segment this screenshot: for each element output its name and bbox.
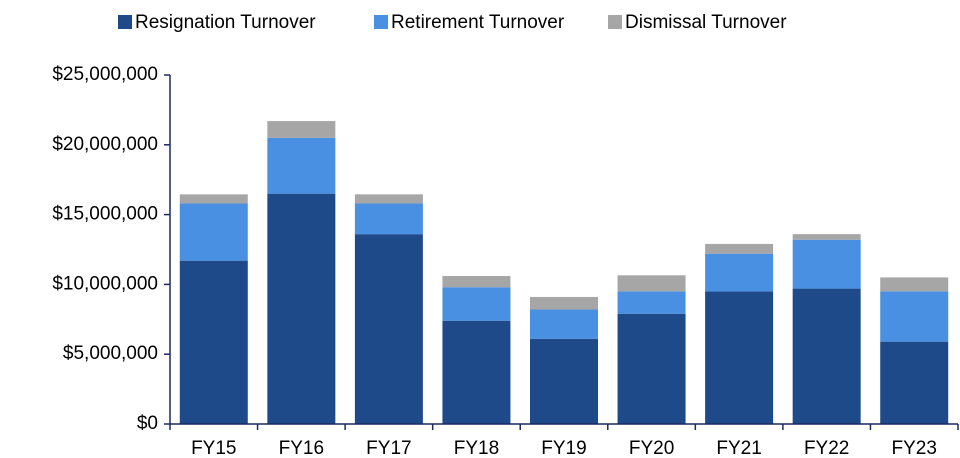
x-tick-label: FY20	[629, 438, 674, 458]
bar-segment	[880, 341, 949, 424]
legend-label: Retirement Turnover	[391, 12, 565, 33]
x-tick-label: FY15	[191, 438, 236, 458]
bar-segment	[442, 276, 511, 288]
bar-segment	[617, 291, 686, 314]
x-tick-label: FY17	[366, 438, 411, 458]
x-tick-label: FY18	[454, 438, 499, 458]
bar-segment	[267, 137, 336, 194]
bar-segment	[530, 338, 598, 424]
legend-swatch	[374, 15, 388, 29]
bar-segment	[880, 291, 949, 342]
x-tick-label: FY22	[804, 438, 849, 458]
bar-segment	[792, 239, 861, 289]
bar-segment	[530, 296, 598, 310]
y-tick-label: $10,000,000	[52, 273, 158, 294]
bar-segment	[705, 253, 774, 292]
bar-segment	[792, 234, 861, 240]
bar-segment	[530, 309, 598, 339]
bar-segment	[179, 203, 248, 261]
y-tick-label: $20,000,000	[52, 134, 158, 155]
legend-label: Dismissal Turnover	[625, 12, 787, 33]
x-tick-label: FY23	[892, 438, 937, 458]
bar-segment	[617, 313, 686, 424]
bar-segment	[267, 193, 336, 424]
bar-segment	[267, 121, 336, 138]
bar-segment	[617, 275, 686, 292]
bar-segment	[880, 277, 949, 292]
bar-segment	[442, 287, 511, 321]
bar-segment	[442, 320, 511, 424]
y-tick-label: $5,000,000	[63, 343, 158, 364]
bar-segment	[354, 234, 423, 424]
bar-segment	[705, 243, 774, 254]
bar-segment	[179, 194, 248, 204]
bar-segment	[705, 291, 774, 424]
x-tick-label: FY19	[541, 438, 586, 458]
y-tick-label: $25,000,000	[52, 64, 158, 85]
bar-segment	[179, 260, 248, 424]
legend-label: Resignation Turnover	[135, 12, 316, 33]
legend-swatch	[118, 15, 132, 29]
x-tick-label: FY21	[716, 438, 761, 458]
bar-segment	[792, 288, 861, 424]
x-tick-label: FY16	[279, 438, 324, 458]
bar-segment	[354, 194, 423, 204]
y-tick-label: $15,000,000	[52, 204, 158, 225]
y-tick-label: $0	[137, 413, 158, 434]
bar-segment	[354, 203, 423, 235]
legend-swatch	[608, 15, 622, 29]
